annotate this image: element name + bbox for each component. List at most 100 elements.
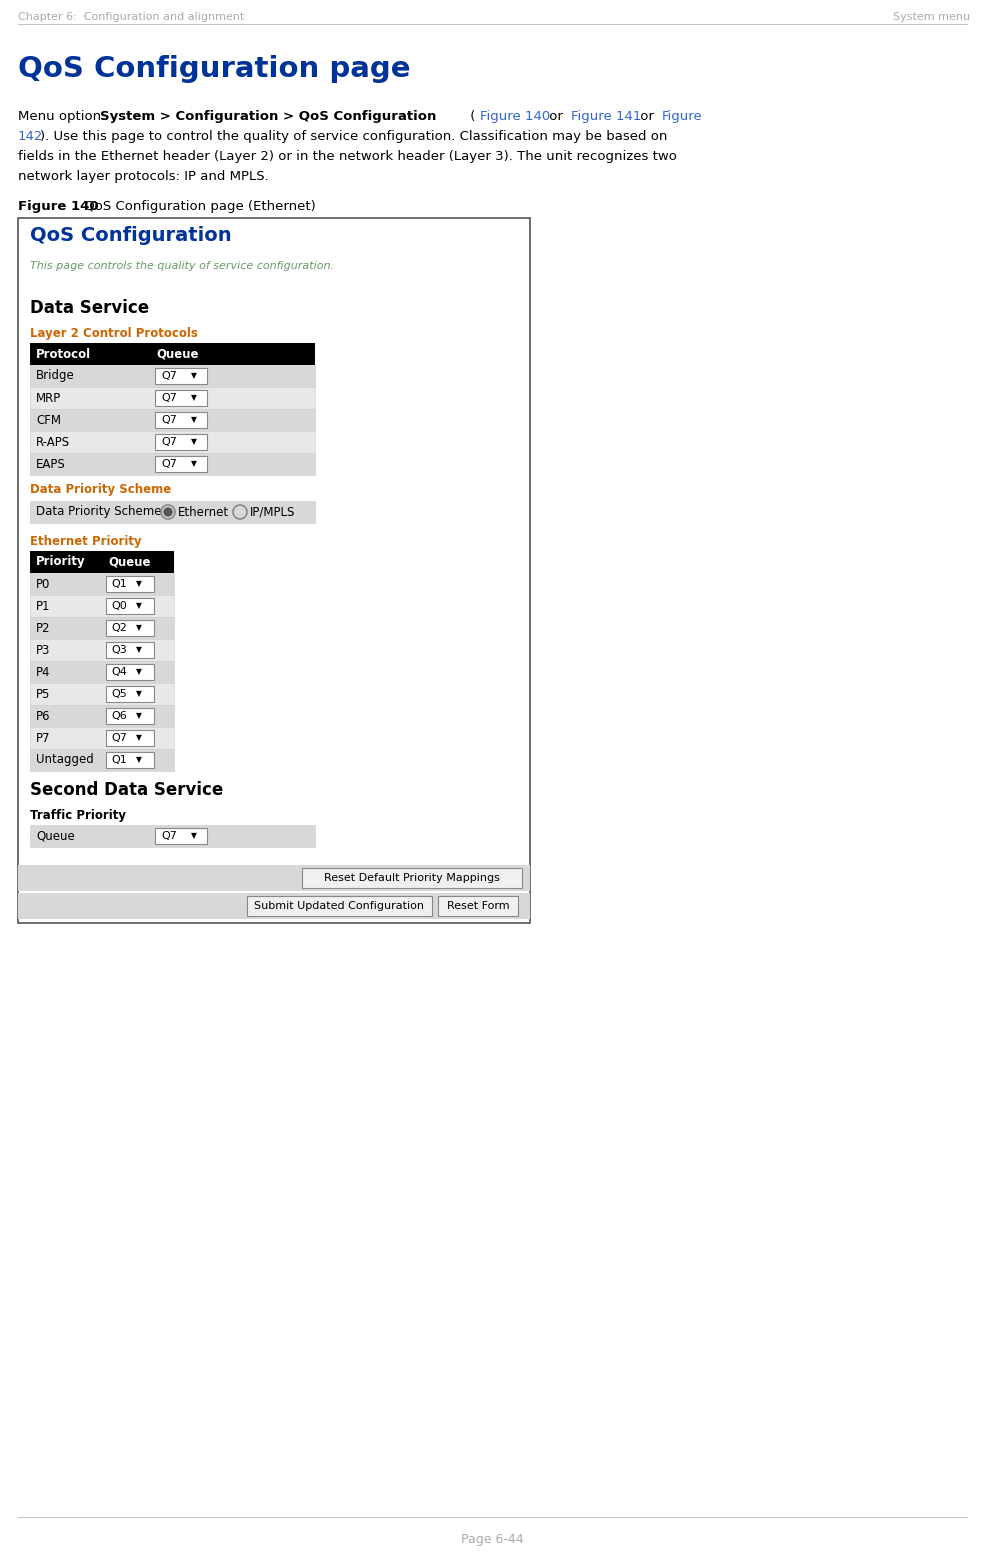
Text: P4: P4 [36, 666, 50, 678]
Text: ▼: ▼ [136, 580, 142, 588]
Bar [155, 827, 207, 844]
Text: Q5: Q5 [111, 689, 127, 700]
Text: Reset Form: Reset Form [446, 900, 509, 911]
Bar [30, 453, 315, 474]
Bar [302, 868, 522, 888]
Text: Q0: Q0 [111, 600, 127, 611]
Text: Priority: Priority [36, 555, 86, 569]
Text: Data Priority Scheme: Data Priority Scheme [36, 505, 162, 518]
Text: Q7: Q7 [161, 437, 177, 446]
Bar [30, 365, 315, 387]
Text: Figure 141: Figure 141 [571, 110, 641, 123]
Bar [18, 865, 530, 891]
Text: Figure: Figure [662, 110, 702, 123]
Text: Menu option:: Menu option: [18, 110, 109, 123]
Bar [106, 575, 154, 592]
Bar [30, 826, 315, 847]
Text: ▼: ▼ [191, 393, 197, 403]
Text: Data Priority Scheme: Data Priority Scheme [30, 484, 171, 496]
Text: ▼: ▼ [136, 712, 142, 720]
Text: Chapter 6:  Configuration and alignment: Chapter 6: Configuration and alignment [18, 12, 244, 22]
Text: or: or [545, 110, 567, 123]
Bar [30, 728, 174, 750]
Bar [30, 409, 315, 431]
Bar [30, 572, 174, 596]
Text: CFM: CFM [36, 414, 61, 426]
Bar [106, 708, 154, 725]
Bar [106, 642, 154, 658]
Bar [18, 218, 530, 924]
Text: Q7: Q7 [161, 372, 177, 381]
Text: Q2: Q2 [111, 624, 127, 633]
Text: System > Configuration > QoS Configuration: System > Configuration > QoS Configurati… [100, 110, 436, 123]
Bar [30, 683, 174, 704]
Bar [106, 729, 154, 746]
Bar [155, 456, 207, 473]
Bar [30, 501, 315, 522]
Text: Reset Default Priority Mappings: Reset Default Priority Mappings [324, 872, 500, 883]
Text: ▼: ▼ [191, 437, 197, 446]
Text: Figure 140: Figure 140 [480, 110, 551, 123]
Circle shape [164, 508, 172, 516]
Text: Queue: Queue [156, 347, 199, 361]
Text: Untagged: Untagged [36, 754, 94, 767]
Text: (: ( [466, 110, 476, 123]
Text: Traffic Priority: Traffic Priority [30, 809, 126, 823]
Bar [155, 434, 207, 449]
Text: 142: 142 [18, 131, 43, 143]
Bar [30, 596, 174, 617]
Text: R-APS: R-APS [36, 435, 70, 448]
Text: QoS Configuration page (Ethernet): QoS Configuration page (Ethernet) [80, 201, 316, 213]
Text: Q7: Q7 [161, 830, 177, 841]
Text: ▼: ▼ [136, 734, 142, 742]
Bar [106, 686, 154, 701]
Text: Queue: Queue [36, 829, 75, 843]
Text: Q6: Q6 [111, 711, 127, 722]
Bar [247, 896, 432, 916]
Bar [30, 431, 315, 453]
Text: fields in the Ethernet header (Layer 2) or in the network header (Layer 3). The : fields in the Ethernet header (Layer 2) … [18, 149, 677, 163]
Text: Q4: Q4 [111, 667, 127, 676]
Text: Bridge: Bridge [36, 370, 75, 383]
Bar [155, 390, 207, 406]
Text: Protocol: Protocol [36, 347, 92, 361]
Text: Ethernet Priority: Ethernet Priority [30, 535, 142, 547]
Text: Q7: Q7 [161, 415, 177, 425]
Bar [155, 412, 207, 428]
Text: ▼: ▼ [191, 372, 197, 381]
Text: Q3: Q3 [111, 645, 127, 655]
Text: Q7: Q7 [111, 732, 127, 743]
Text: P2: P2 [36, 622, 50, 634]
Text: P1: P1 [36, 600, 50, 613]
Text: ▼: ▼ [136, 624, 142, 633]
Text: ▼: ▼ [191, 415, 197, 425]
Text: ). Use this page to control the quality of service configuration. Classification: ). Use this page to control the quality … [40, 131, 668, 143]
Bar [106, 753, 154, 768]
Text: Ethernet: Ethernet [178, 505, 230, 518]
Text: Page 6-44: Page 6-44 [461, 1533, 523, 1546]
Bar [30, 387, 315, 409]
Bar [18, 893, 530, 919]
Text: IP/MPLS: IP/MPLS [250, 505, 296, 518]
Text: Q7: Q7 [161, 459, 177, 470]
Text: This page controls the quality of service configuration.: This page controls the quality of servic… [30, 261, 334, 271]
Text: ▼: ▼ [136, 645, 142, 655]
Text: Layer 2 Control Protocols: Layer 2 Control Protocols [30, 327, 198, 341]
Text: Data Service: Data Service [30, 299, 149, 317]
Text: MRP: MRP [36, 392, 61, 404]
Text: QoS Configuration page: QoS Configuration page [18, 54, 411, 82]
Bar [30, 344, 315, 365]
Text: ▼: ▼ [136, 756, 142, 765]
Bar [106, 664, 154, 680]
Bar [30, 617, 174, 639]
Text: P0: P0 [36, 577, 50, 591]
Text: ▼: ▼ [191, 832, 197, 841]
Bar [155, 369, 207, 384]
Text: Submit Updated Configuration: Submit Updated Configuration [254, 900, 425, 911]
Text: EAPS: EAPS [36, 457, 66, 471]
Text: P7: P7 [36, 731, 50, 745]
Text: ▼: ▼ [136, 602, 142, 611]
Text: ▼: ▼ [191, 459, 197, 468]
Bar [106, 620, 154, 636]
Bar [30, 550, 174, 572]
